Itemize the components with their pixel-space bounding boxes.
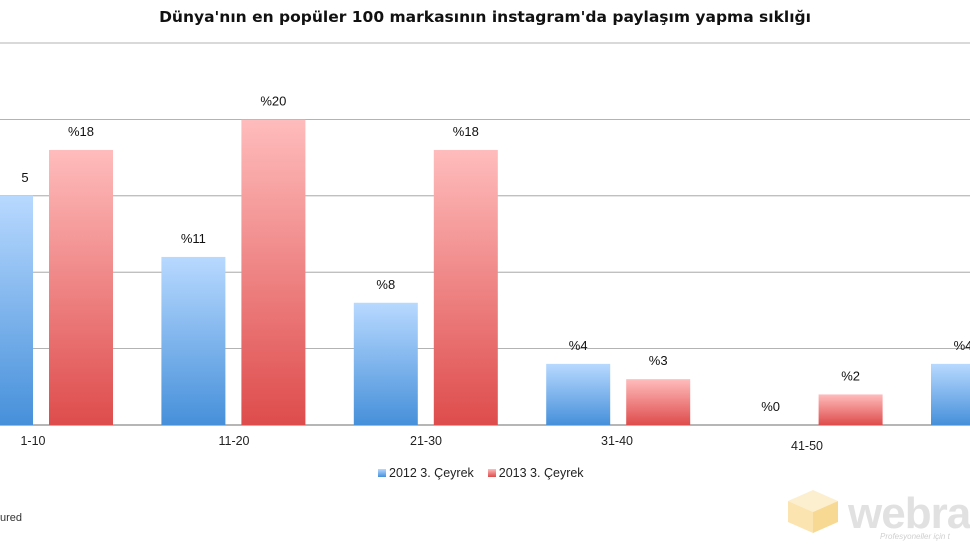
data-label: %11 bbox=[181, 231, 206, 246]
data-label: %3 bbox=[649, 353, 668, 368]
watermark-subtitle: Profesyoneller için t bbox=[880, 532, 950, 541]
legend-swatch-red bbox=[487, 469, 496, 477]
bar-2013-0 bbox=[49, 149, 113, 425]
bar-2013-2 bbox=[433, 149, 498, 425]
x-tick-label: 41-50 bbox=[791, 439, 823, 453]
data-label: %20 bbox=[260, 93, 286, 108]
data-label: %18 bbox=[453, 124, 479, 139]
legend-label-2013: 2013 3. Çeyrek bbox=[498, 466, 584, 480]
chart-data-labels: 5 %11 %8 %4 %0 %4 %18 %20 %18 %3 %2 bbox=[21, 93, 970, 414]
source-note: ured bbox=[0, 512, 23, 524]
x-tick-label: 31-40 bbox=[601, 434, 633, 448]
chart-bars bbox=[0, 119, 970, 426]
chart-title: Dünya'nın en popüler 100 markasının inst… bbox=[159, 8, 811, 26]
bar-2012-5 bbox=[931, 363, 970, 425]
x-tick-label: 21-30 bbox=[410, 434, 442, 448]
data-label: 5 bbox=[21, 170, 28, 185]
bar-2012-1 bbox=[161, 256, 226, 425]
cube-logo-icon bbox=[788, 490, 838, 533]
chart-legend: 2012 3. Çeyrek 2013 3. Çeyrek bbox=[378, 466, 584, 480]
bar-2013-1 bbox=[241, 119, 306, 426]
legend-item-2013: 2013 3. Çeyrek bbox=[487, 466, 584, 480]
x-tick-label: 1-10 bbox=[20, 434, 45, 448]
x-tick-label: 11-20 bbox=[218, 434, 249, 448]
chart-x-tick-labels: 1-10 11-20 21-30 31-40 41-50 bbox=[20, 434, 823, 453]
data-label: %18 bbox=[68, 124, 94, 139]
watermark: webra bbox=[786, 488, 970, 536]
bar-2012-3 bbox=[546, 363, 611, 425]
watermark-text: webra bbox=[848, 489, 970, 538]
data-label: %0 bbox=[761, 399, 780, 414]
bar-2013-3 bbox=[626, 379, 691, 425]
legend-item-2012: 2012 3. Çeyrek bbox=[378, 466, 474, 480]
bar-2012-0 bbox=[0, 195, 33, 425]
legend-label-2012: 2012 3. Çeyrek bbox=[389, 466, 474, 480]
data-label: %2 bbox=[841, 368, 860, 383]
bar-chart: 5 %11 %8 %4 %0 %4 %18 %20 %18 %3 %2 1-10 11-20 21-30… bbox=[0, 42, 970, 453]
bar-2012-2 bbox=[353, 302, 418, 425]
legend-swatch-blue bbox=[378, 469, 386, 477]
bar-2013-4 bbox=[818, 394, 883, 425]
data-label: %4 bbox=[569, 338, 588, 353]
data-label: %4 bbox=[954, 338, 970, 353]
data-label: %8 bbox=[376, 277, 395, 292]
